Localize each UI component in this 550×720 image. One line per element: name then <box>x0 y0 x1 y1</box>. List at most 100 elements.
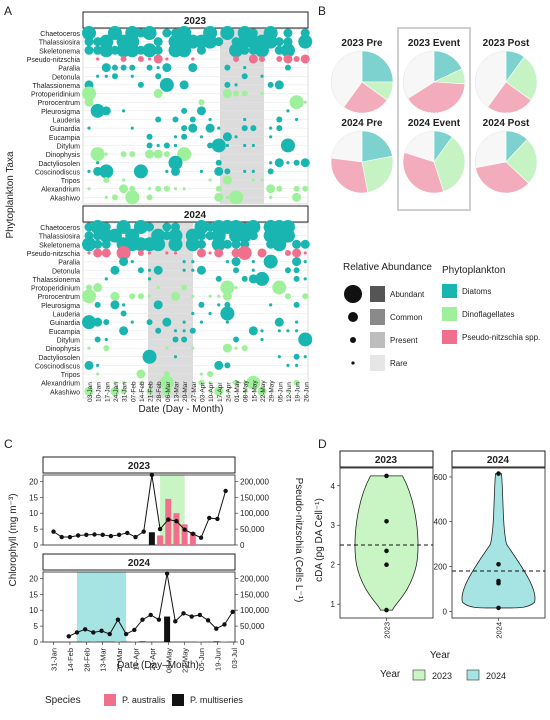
chlorophyll-point <box>223 488 228 494</box>
y2-tick-label: 150,000 <box>240 590 269 599</box>
abundance-bubble <box>90 147 105 162</box>
abundance-bubble <box>233 267 240 274</box>
abundance-bubble <box>224 168 231 175</box>
abundance-bubble <box>284 249 291 256</box>
abundance-bubble <box>116 245 131 260</box>
taxon-label: Alexandrium <box>41 381 80 388</box>
abundance-bubble <box>93 283 103 293</box>
abundance-bubble <box>110 265 120 275</box>
abundance-bubble <box>185 237 200 252</box>
abundance-bubble <box>237 228 252 243</box>
abundance-bubble <box>189 116 196 123</box>
abundance-bubble <box>147 251 152 255</box>
abundance-bubble <box>259 55 265 62</box>
abundance-bubble <box>225 143 229 148</box>
chlorophyll-point <box>123 631 129 637</box>
taxon-label: Lauderia <box>53 312 80 319</box>
abundance-bubble <box>163 151 170 158</box>
abundance-bubble <box>119 184 129 194</box>
abundance-bubble <box>122 381 126 385</box>
taxon-label: Akashiwo <box>50 389 80 396</box>
abundance-bubble <box>171 166 180 176</box>
abundance-bubble <box>263 254 278 269</box>
bar-p-australis <box>157 535 164 545</box>
x-tick-label: 13-Mar <box>99 648 108 672</box>
taxon-label: Pseudo-nitzschia <box>27 57 80 64</box>
abundance-bubble <box>129 64 136 71</box>
abundance-shade-key <box>370 332 385 348</box>
abundance-bubble <box>293 267 300 274</box>
abundance-bubble <box>120 64 127 71</box>
abundance-bubble <box>251 143 255 148</box>
x-tick-label: 27-Mar <box>115 648 124 672</box>
pie-title: 2023 Post <box>483 38 530 49</box>
abundance-bubble <box>280 138 295 153</box>
y-tick-label: 15 <box>29 493 38 502</box>
abundance-bubble <box>172 116 179 123</box>
pie-title: 2023 Event <box>408 38 461 49</box>
abundance-bubble <box>234 135 238 139</box>
abundance-bubble <box>217 126 221 130</box>
abundance-bubble <box>267 81 274 88</box>
violin-shape <box>354 475 419 611</box>
abundance-bubble <box>199 135 204 139</box>
abundance-bubble <box>155 327 162 334</box>
abundance-bubble <box>87 126 91 130</box>
abundance-bubble <box>162 317 172 327</box>
abundance-bubble <box>82 289 96 304</box>
abundance-bubble <box>286 389 290 393</box>
abundance-bubble <box>103 345 110 352</box>
phyto-legend-label: Dinoflagellates <box>462 310 514 319</box>
abundance-bubble <box>214 37 224 47</box>
taxon-label: Paralia <box>58 260 80 267</box>
abundance-bubble <box>147 294 152 298</box>
abundance-bubble <box>191 294 195 298</box>
abundance-bubble <box>240 45 250 55</box>
abundance-bubble <box>173 143 178 148</box>
taxon-label: Guinardia <box>50 126 80 133</box>
taxon-label: Dinophysis <box>46 346 81 353</box>
chlorophyll-point <box>100 532 105 538</box>
panel-label-b: B <box>318 4 326 18</box>
chlorophyll-point <box>148 612 153 618</box>
abundance-bubble <box>111 73 118 80</box>
pie-slice <box>407 81 466 114</box>
abundance-bubble <box>87 169 91 173</box>
abundance-bubble <box>155 116 162 123</box>
abundance-bubble <box>215 185 222 192</box>
abundance-bubble <box>122 178 126 182</box>
chlorophyll-point <box>99 628 104 634</box>
abundance-bubble <box>217 303 221 307</box>
abundance-bubble <box>241 275 248 282</box>
bar-p-australis <box>189 532 196 545</box>
abundance-bubble <box>233 90 240 97</box>
taxon-label: Prorocentrum <box>38 294 81 301</box>
taxon-label: Detonula <box>52 74 80 81</box>
taxon-label: Skeletonema <box>39 48 80 55</box>
facet-strip-d-2024 <box>451 450 546 468</box>
taxon-label: Alexandrium <box>41 187 80 194</box>
x-tick-label: 10-Apr <box>131 648 140 671</box>
bar-p-multiseries <box>213 641 220 642</box>
y2-tick-label: 0 <box>240 541 245 550</box>
abundance-bubble <box>251 260 255 264</box>
panel-label-a: A <box>4 4 12 18</box>
x-tick-label: 05-Jun <box>197 648 206 671</box>
abundance-bubble <box>208 311 212 316</box>
chlorophyll-point <box>215 516 220 522</box>
date-tick-label: 17-Apr <box>217 382 224 402</box>
y-tick-label: 3 <box>331 521 336 530</box>
data-point <box>384 518 389 524</box>
abundance-bubble <box>196 248 206 258</box>
abundance-bubble <box>110 386 120 396</box>
taxon-label: Chaetoceros <box>40 31 80 38</box>
abundance-bubble <box>130 126 134 130</box>
abundance-bubble <box>99 164 114 179</box>
abundance-bubble <box>298 34 313 49</box>
chlorophyll-point <box>205 618 211 623</box>
abundance-bubble <box>214 386 224 396</box>
data-point <box>496 561 501 567</box>
facet-strip-c-2024-label: 2024 <box>128 558 151 569</box>
abundance-bubble <box>211 138 226 153</box>
abundance-bubble <box>286 329 290 333</box>
